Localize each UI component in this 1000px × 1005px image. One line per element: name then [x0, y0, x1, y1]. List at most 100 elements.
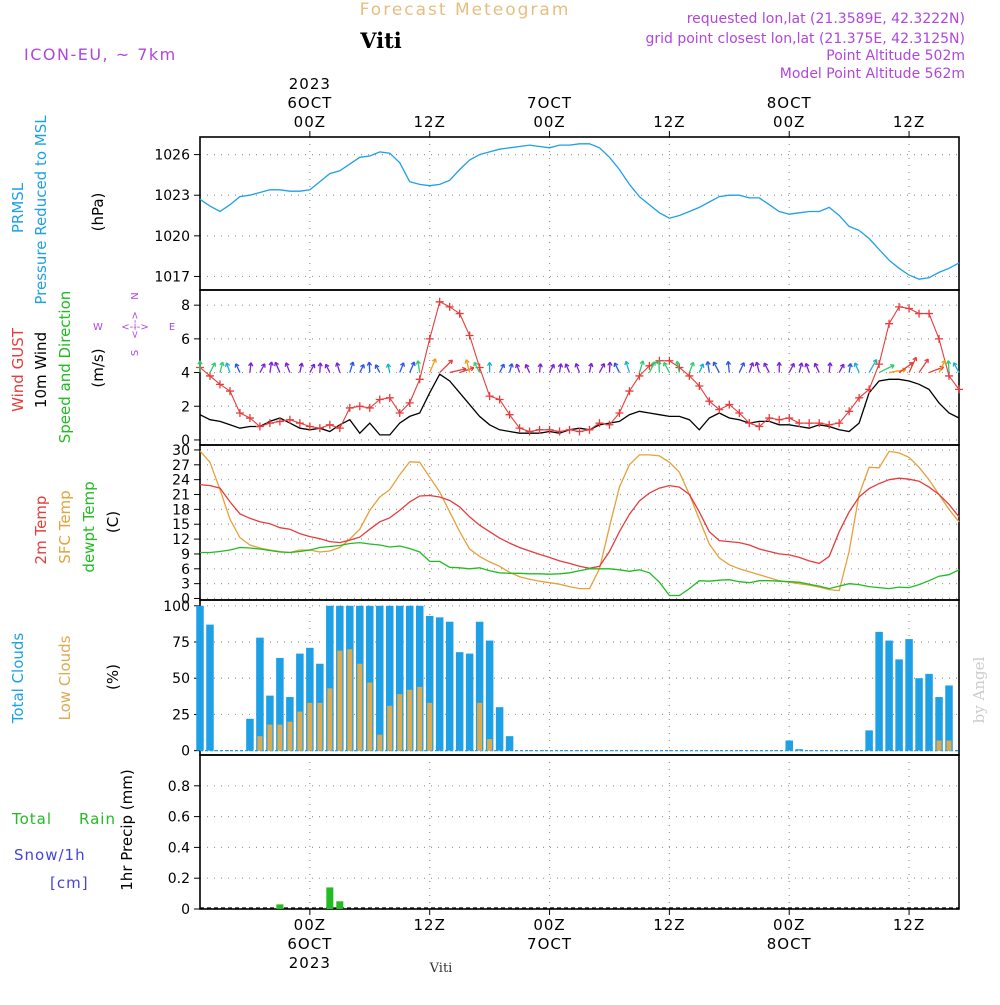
low-cloud-bar	[287, 722, 292, 751]
low-clouds-label: Low Clouds	[56, 635, 74, 720]
top-time-label: 6OCT	[287, 94, 332, 112]
compass-east: E	[169, 322, 175, 333]
bottom-time-label: 6OCT	[287, 935, 332, 953]
total-cloud-bar	[885, 641, 893, 751]
bottom-time-label: 12Z	[653, 916, 685, 934]
low-cloud-bar	[277, 725, 282, 751]
top-time-label: 00Z	[533, 113, 565, 131]
gust-marker	[236, 409, 244, 417]
gust-marker	[925, 310, 933, 318]
total-cloud-bar	[446, 622, 454, 751]
temp-ytick-label: 3	[181, 577, 190, 593]
precip-ytick-label: 0	[181, 902, 190, 918]
low-cloud-bar	[937, 741, 942, 751]
requested-coords: requested lon,lat (21.3589E, 42.3222N)	[687, 11, 965, 27]
total-cloud-bar	[376, 606, 384, 751]
precip-ytick-label: 0.4	[168, 840, 190, 856]
precip-snow-label: Snow/1h	[14, 846, 86, 864]
total-cloud-bar	[466, 654, 474, 751]
watermark: by Angel	[970, 656, 988, 723]
low-cloud-bar	[377, 735, 382, 751]
low-cloud-bar	[307, 703, 312, 751]
gust-marker	[326, 421, 334, 429]
gust-marker	[805, 419, 813, 427]
gust-marker	[895, 303, 903, 311]
low-cloud-bar	[347, 649, 352, 750]
gust-marker	[935, 335, 943, 343]
gust-marker	[496, 396, 504, 404]
clouds-frame	[200, 600, 959, 755]
bottom-time-label: 12Z	[414, 916, 446, 934]
pressure-ytick-label: 1017	[154, 269, 190, 285]
low-cloud-bar	[947, 741, 952, 751]
precip-axis-label: 1hr Precip (mm)	[118, 769, 136, 890]
bottom-time-label: 7OCT	[527, 935, 572, 953]
low-cloud-bar	[487, 739, 492, 751]
gust-marker	[516, 424, 524, 432]
temp-frame	[200, 445, 959, 600]
gust-marker	[775, 416, 783, 424]
gust-marker	[585, 426, 593, 434]
low-cloud-bar	[477, 703, 482, 751]
pressure-label-prmsl: PRMSL	[9, 182, 27, 233]
wind-direction-arrow	[869, 360, 876, 373]
2m-temp-line	[200, 478, 959, 568]
total-cloud-bar	[486, 641, 494, 751]
gust-marker	[356, 402, 364, 410]
gust-marker	[346, 404, 354, 412]
pressure-ytick-label: 1023	[154, 188, 190, 204]
clouds-unit: (%)	[104, 664, 122, 690]
total-cloud-bar	[196, 606, 204, 751]
low-cloud-bar	[257, 736, 262, 750]
low-cloud-bar	[297, 712, 302, 751]
total-cloud-bar	[895, 659, 903, 750]
temp-ytick-label: 6	[181, 562, 190, 578]
total-cloud-bar	[206, 625, 214, 751]
clouds-ytick-label: 0	[181, 744, 190, 760]
pressure-label-msl: Pressure Reduced to MSL	[32, 115, 50, 305]
clouds-ytick-label: 25	[172, 707, 190, 723]
location-title: Viti	[359, 28, 402, 53]
wind-frame	[200, 290, 959, 445]
precip-ytick-label: 0.2	[168, 871, 190, 887]
temp-ytick-label: 9	[181, 547, 190, 563]
gust-marker	[955, 385, 963, 393]
gust-marker	[945, 372, 953, 380]
low-cloud-bar	[327, 688, 332, 750]
total-cloud-bar	[795, 749, 803, 750]
temp-ytick-label: 21	[172, 488, 190, 504]
rain-bar	[276, 904, 283, 909]
gust-marker	[296, 419, 304, 427]
temp-ytick-label: 15	[172, 517, 190, 533]
total-cloud-bar	[875, 632, 883, 751]
total-cloud-bar	[436, 617, 444, 750]
clouds-ytick-label: 50	[172, 671, 190, 687]
footer-location: Viti	[429, 961, 453, 976]
gust-marker	[226, 387, 234, 395]
bottom-time-label: 2023	[289, 954, 331, 972]
compass-north: N	[130, 292, 141, 299]
low-cloud-bar	[357, 664, 362, 751]
low-cloud-bar	[417, 687, 422, 751]
total-cloud-bar	[785, 741, 793, 751]
total-cloud-bar	[905, 639, 913, 751]
wind-gust-line	[200, 302, 959, 432]
top-time-label: 00Z	[294, 113, 326, 131]
gust-marker	[785, 414, 793, 422]
top-time-label: 12Z	[653, 113, 685, 131]
clouds-ytick-label: 100	[163, 599, 190, 615]
total-cloud-bar	[256, 638, 264, 751]
temp-ytick-label: 24	[172, 473, 190, 489]
wind-unit: (m/s)	[89, 348, 107, 387]
low-cloud-bar	[317, 703, 322, 751]
precip-ytick-label: 0.8	[168, 779, 190, 795]
top-time-label: 00Z	[773, 113, 805, 131]
wind-ytick-label: 8	[181, 298, 190, 314]
gust-marker	[625, 387, 633, 395]
